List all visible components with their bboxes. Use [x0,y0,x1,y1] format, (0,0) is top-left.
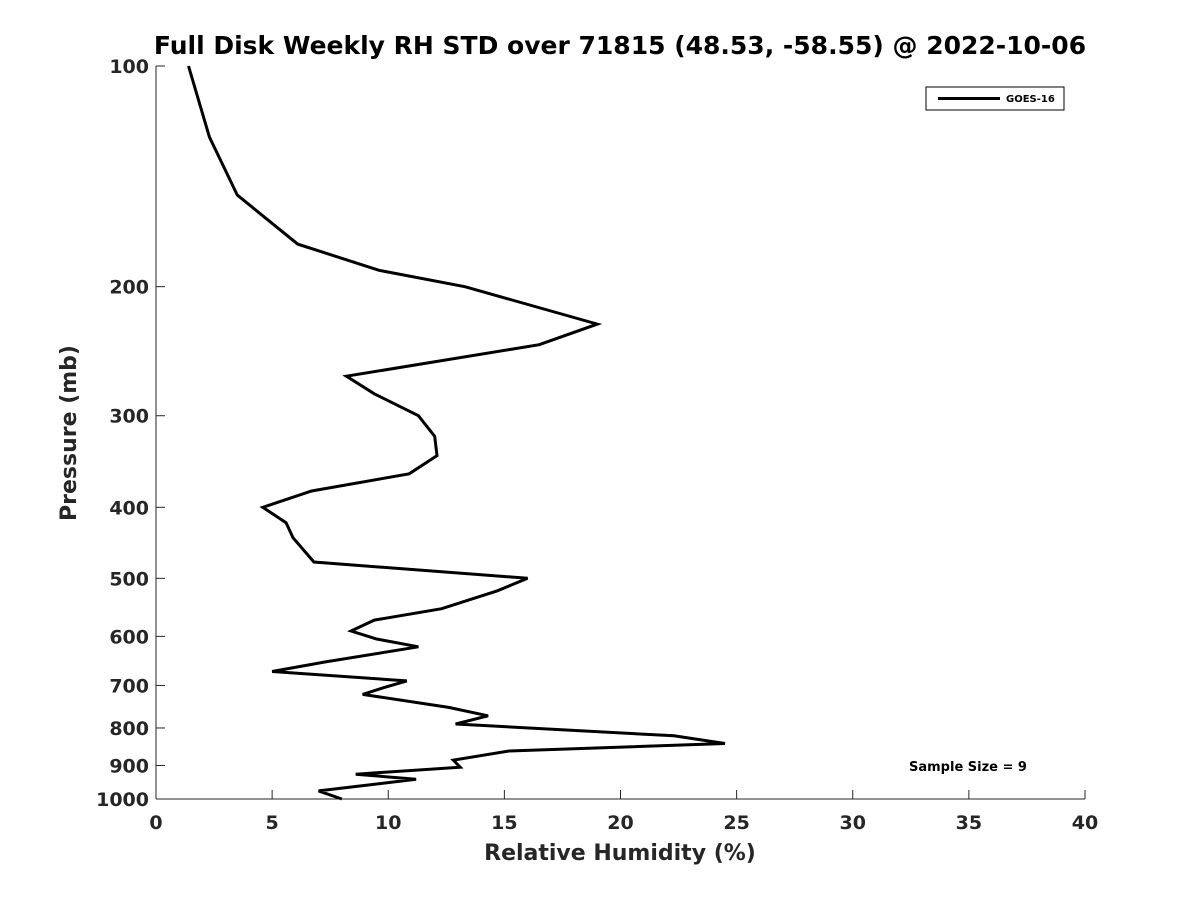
y-tick-label: 500 [109,568,149,590]
y-tick-label: 1000 [96,789,149,811]
x-tick-label: 15 [491,812,517,834]
y-tick-label: 800 [109,718,149,740]
y-tick-label: 400 [109,497,149,519]
x-tick-label: 10 [375,812,401,834]
y-axis-label: Pressure (mb) [57,345,82,521]
x-tick-label: 5 [266,812,279,834]
legend-label: GOES-16 [1006,94,1055,105]
series-layer [187,65,726,801]
y-tick-label: 700 [109,675,149,697]
x-tick-label: 0 [149,812,162,834]
x-tick-label: 35 [956,812,982,834]
series-line-goes-16 [187,65,726,801]
x-tick-label: 40 [1072,812,1098,834]
y-tick-label: 900 [109,755,149,777]
x-tick-label: 25 [723,812,749,834]
y-tick-label: 300 [109,406,149,428]
x-tick-label: 20 [607,812,633,834]
legend: GOES-16 [925,86,1065,111]
x-axis-label: Relative Humidity (%) [484,841,756,866]
y-tick-label: 200 [109,277,149,299]
y-axis: 100 200 300 400 500 600 700 800 900 1000 [96,56,165,811]
chart-title: Full Disk Weekly RH STD over 71815 (48.5… [154,31,1086,60]
plot-area [155,66,1085,800]
x-axis: 0 5 10 15 20 25 30 35 40 [149,790,1098,834]
x-tick-label: 30 [840,812,866,834]
y-tick-label: 100 [109,56,149,78]
sample-size-note: Sample Size = 9 [909,760,1027,775]
y-tick-label: 600 [109,626,149,648]
